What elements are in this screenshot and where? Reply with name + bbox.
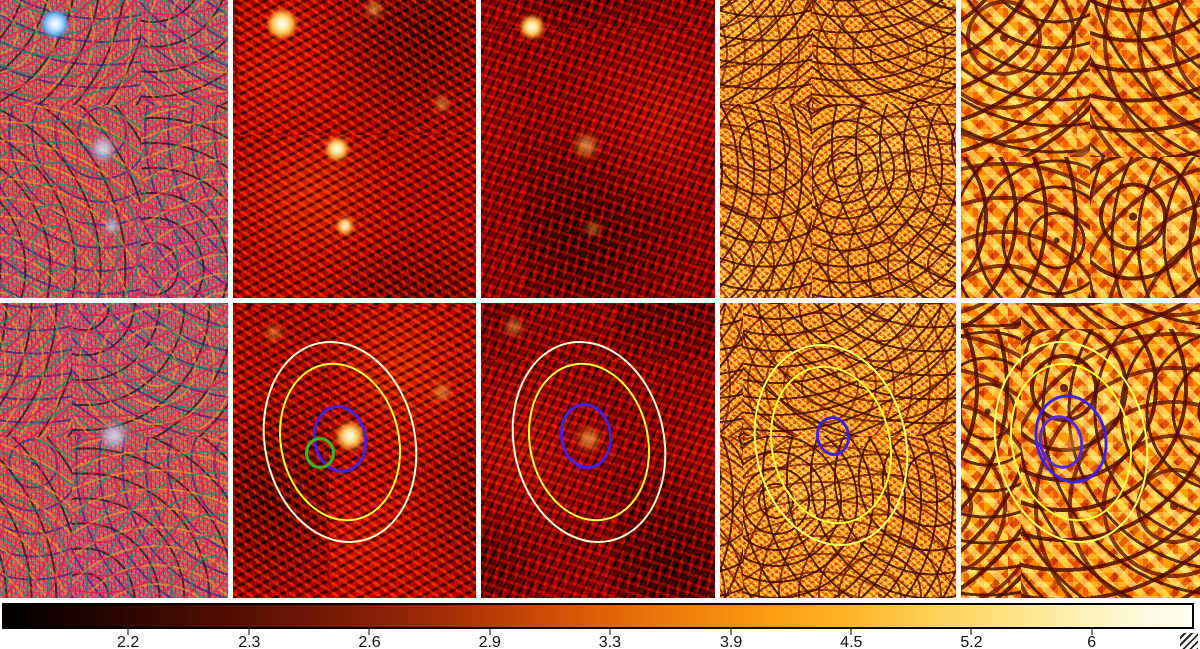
- colorbar-tick-7: [970, 629, 972, 635]
- colorbar-tick-5: [730, 629, 732, 635]
- colorbar-tick-label-7: 5.2: [960, 634, 983, 649]
- intensity-colorbar[interactable]: [2, 603, 1194, 629]
- colorbar-tick-8: [1091, 629, 1093, 635]
- cutout-row1-col1[interactable]: [0, 0, 228, 298]
- cutout-row2-col1[interactable]: [0, 303, 228, 598]
- colorbar-tick-4: [609, 629, 611, 635]
- colorbar-tick-label-6: 4.5: [840, 634, 863, 649]
- colorbar-tick-label-5: 3.9: [720, 634, 743, 649]
- panel-grid: [0, 0, 1200, 598]
- cutout-row2-col2[interactable]: [233, 303, 476, 598]
- cutout-row1-col2[interactable]: [233, 0, 476, 298]
- cutout-row1-col5-texture-2: [961, 0, 1200, 298]
- cutout-row2-col3[interactable]: [481, 303, 715, 598]
- cutout-row2-col3-texture-1: [481, 303, 715, 598]
- cutout-row1-col3[interactable]: [481, 0, 715, 298]
- cutout-row1-col4[interactable]: [720, 0, 956, 298]
- colorbar-tick-3: [489, 629, 491, 635]
- colorbar-tick-label-0: 2.2: [116, 634, 140, 649]
- cutout-row1-col5[interactable]: [961, 0, 1200, 298]
- cutout-row2-col4-texture-2: [720, 303, 956, 598]
- colorbar-tick-label-4: 3.3: [598, 634, 622, 649]
- cutout-row2-col2-texture-1: [233, 303, 476, 598]
- cutout-row2-col1-texture-2: [0, 303, 228, 598]
- colorbar-tick-0: [127, 629, 129, 635]
- colorbar-tick-6: [850, 629, 852, 635]
- colorbar-tick-label-3: 2.9: [478, 634, 501, 649]
- colorbar-tick-label-1: 2.3: [238, 634, 261, 649]
- colorbar-tick-2: [368, 629, 370, 635]
- colorbar-tick-1: [248, 629, 250, 635]
- colorbar-region: 2.2 2.3 2.6 2.9 3.3 3.9 4.5 5.2 6: [0, 603, 1200, 649]
- colorbar-tick-label-2: 2.6: [358, 634, 381, 649]
- colorbar-tick-label-8: 6: [1087, 634, 1097, 649]
- cutout-row1-col4-texture-2: [720, 0, 956, 298]
- hatched-corner-icon: [1180, 633, 1198, 649]
- cutout-row1-col1-texture-2: [0, 0, 228, 298]
- cutout-row1-col3-texture-1: [481, 0, 715, 298]
- cutout-row2-col5[interactable]: [961, 303, 1200, 598]
- cutout-row2-col5-texture-2: [961, 303, 1200, 598]
- cutout-row1-col2-texture-1: [233, 0, 476, 298]
- cutout-row2-col4[interactable]: [720, 303, 956, 598]
